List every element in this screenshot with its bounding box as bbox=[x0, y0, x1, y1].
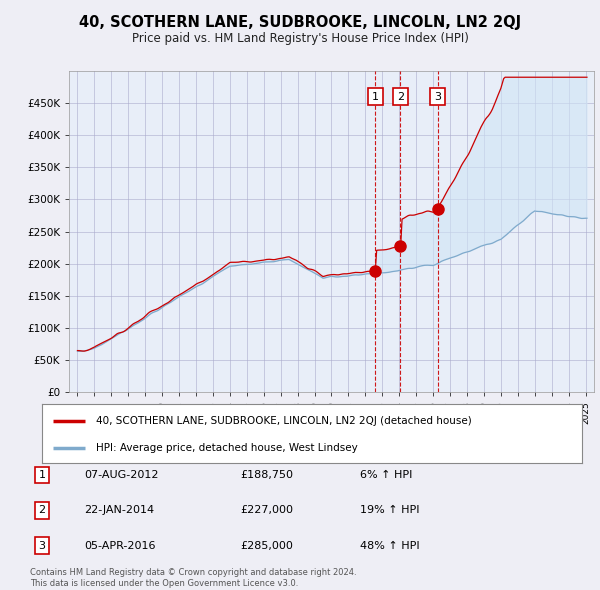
Text: 1: 1 bbox=[38, 470, 46, 480]
Text: 19% ↑ HPI: 19% ↑ HPI bbox=[360, 506, 419, 515]
Text: £227,000: £227,000 bbox=[240, 506, 293, 515]
Text: 48% ↑ HPI: 48% ↑ HPI bbox=[360, 541, 419, 550]
Text: 07-AUG-2012: 07-AUG-2012 bbox=[84, 470, 158, 480]
Text: 3: 3 bbox=[38, 541, 46, 550]
Text: Contains HM Land Registry data © Crown copyright and database right 2024.: Contains HM Land Registry data © Crown c… bbox=[30, 568, 356, 576]
Text: 40, SCOTHERN LANE, SUDBROOKE, LINCOLN, LN2 2QJ (detached house): 40, SCOTHERN LANE, SUDBROOKE, LINCOLN, L… bbox=[96, 416, 472, 425]
Text: 3: 3 bbox=[434, 91, 441, 101]
Text: This data is licensed under the Open Government Licence v3.0.: This data is licensed under the Open Gov… bbox=[30, 579, 298, 588]
Text: 6% ↑ HPI: 6% ↑ HPI bbox=[360, 470, 412, 480]
Text: £188,750: £188,750 bbox=[240, 470, 293, 480]
Text: 40, SCOTHERN LANE, SUDBROOKE, LINCOLN, LN2 2QJ: 40, SCOTHERN LANE, SUDBROOKE, LINCOLN, L… bbox=[79, 15, 521, 30]
Text: 1: 1 bbox=[371, 91, 379, 101]
Text: 2: 2 bbox=[397, 91, 404, 101]
Text: £285,000: £285,000 bbox=[240, 541, 293, 550]
Text: 22-JAN-2014: 22-JAN-2014 bbox=[84, 506, 154, 515]
Text: 05-APR-2016: 05-APR-2016 bbox=[84, 541, 155, 550]
Text: Price paid vs. HM Land Registry's House Price Index (HPI): Price paid vs. HM Land Registry's House … bbox=[131, 32, 469, 45]
Text: 2: 2 bbox=[38, 506, 46, 515]
Text: HPI: Average price, detached house, West Lindsey: HPI: Average price, detached house, West… bbox=[96, 444, 358, 453]
